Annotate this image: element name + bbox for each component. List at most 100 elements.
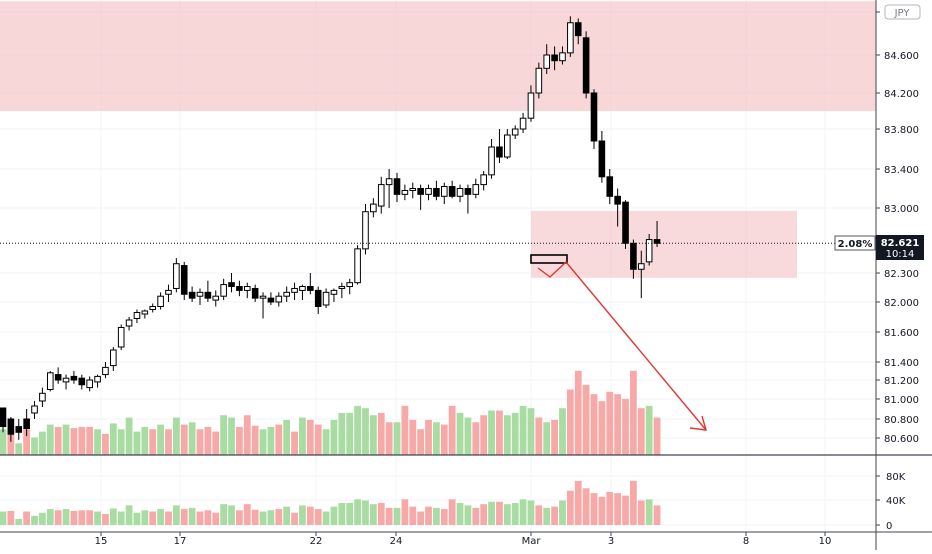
volume-bar [401, 405, 409, 455]
volume-bar [645, 405, 653, 455]
candle [519, 112, 527, 133]
candle [314, 286, 322, 314]
change-pct-badge: 2.08% [834, 235, 876, 251]
volume-bar [566, 389, 574, 455]
candle [259, 292, 267, 319]
volume-pane-bar [527, 500, 535, 525]
candle-body-up [370, 203, 377, 213]
candle-body-up [283, 291, 290, 297]
volume-pane-bar [480, 504, 488, 525]
candle [385, 169, 393, 208]
candle [110, 347, 117, 371]
volume-pane-bar [598, 496, 606, 525]
volume-bar [472, 422, 480, 455]
last-price-badge: 82.621 10:14 [876, 235, 924, 260]
volume-pane-bar [590, 493, 598, 525]
candle-body-up [645, 239, 653, 263]
candle [496, 129, 503, 163]
volume-pane-bar [606, 491, 614, 525]
candle [393, 172, 401, 203]
candle-body-up [110, 349, 117, 367]
volume-pane-bar [70, 510, 78, 525]
candle-body-down [7, 418, 15, 435]
candle-body-up [62, 377, 70, 383]
candle-body-down [606, 176, 614, 197]
candle [472, 178, 480, 199]
candle-body-down [417, 188, 424, 195]
candle-body-up [567, 22, 574, 54]
volume-bar [133, 431, 141, 455]
volume-pane-bar [267, 510, 275, 525]
candle [117, 324, 125, 350]
volume-pane-bar [180, 509, 188, 525]
volume-bar [267, 426, 275, 455]
volume-bar [15, 443, 23, 455]
candle-body-up [125, 319, 133, 327]
volume-bar [322, 429, 330, 455]
volume-bar [417, 429, 425, 455]
candle-body-up [322, 291, 330, 306]
volume-pane-bar [614, 493, 622, 525]
y-tick-label: 82.000 [884, 298, 919, 309]
candle [417, 184, 424, 210]
volume-pane-bar [330, 506, 338, 525]
x-tick-label: 24 [390, 536, 403, 547]
volume-pane-bar [630, 480, 637, 525]
candle-body-down [464, 188, 472, 195]
candle-body-up [149, 306, 157, 310]
volume-pane-bar [236, 510, 243, 525]
volume-bar [385, 422, 393, 455]
volume-bar [314, 424, 322, 455]
currency-badge[interactable]: JPY [884, 4, 921, 20]
volume-bar [456, 412, 464, 455]
y-tick-label: 83.000 [884, 204, 919, 215]
candle [149, 303, 157, 313]
candle-body-down [614, 195, 621, 205]
volume-bar [440, 424, 448, 455]
volume-pane-bar [133, 512, 141, 525]
candle-body-up [504, 134, 511, 158]
candle [645, 234, 653, 266]
candle [535, 62, 543, 99]
candle-body-down [188, 291, 196, 299]
candle-body-down [267, 297, 275, 303]
volume-bar [630, 370, 637, 455]
candle-body-up [39, 392, 46, 402]
candle-body-up [94, 375, 101, 383]
candle-body-down [0, 407, 7, 428]
volume-bar [291, 431, 298, 455]
candle [236, 280, 243, 297]
projection-arrow [537, 260, 707, 431]
candle-body-down [180, 265, 188, 295]
candle [409, 182, 417, 199]
candle [377, 176, 385, 214]
candle [598, 131, 606, 183]
volume-bar [480, 415, 488, 455]
candle [456, 184, 464, 203]
candle [204, 280, 212, 302]
candle-body-up [291, 287, 298, 293]
candle-body-down [314, 289, 322, 307]
candle [0, 407, 7, 433]
volume-bar [369, 415, 377, 455]
volume-pane-bar [503, 504, 511, 525]
candle-body-up [637, 263, 645, 270]
candle-body-up [519, 117, 527, 130]
volume-tick-label: 0 [886, 521, 892, 532]
y-tick-label: 81.600 [884, 328, 919, 339]
volume-pane-bar [362, 500, 369, 525]
candle [622, 200, 629, 249]
volume-pane-bar [393, 507, 401, 525]
candle [157, 292, 164, 310]
candle [543, 44, 551, 74]
candle-body-up [535, 67, 543, 94]
volume-bar [275, 424, 283, 455]
volume-pane-bar [622, 495, 629, 525]
volume-bar [0, 429, 7, 455]
candle-body-down [496, 146, 503, 158]
candle-body-up [243, 286, 251, 291]
candle-body-up [173, 263, 180, 289]
volume-bar [204, 426, 212, 455]
x-tick-label: 17 [174, 536, 187, 547]
candle [7, 417, 15, 442]
